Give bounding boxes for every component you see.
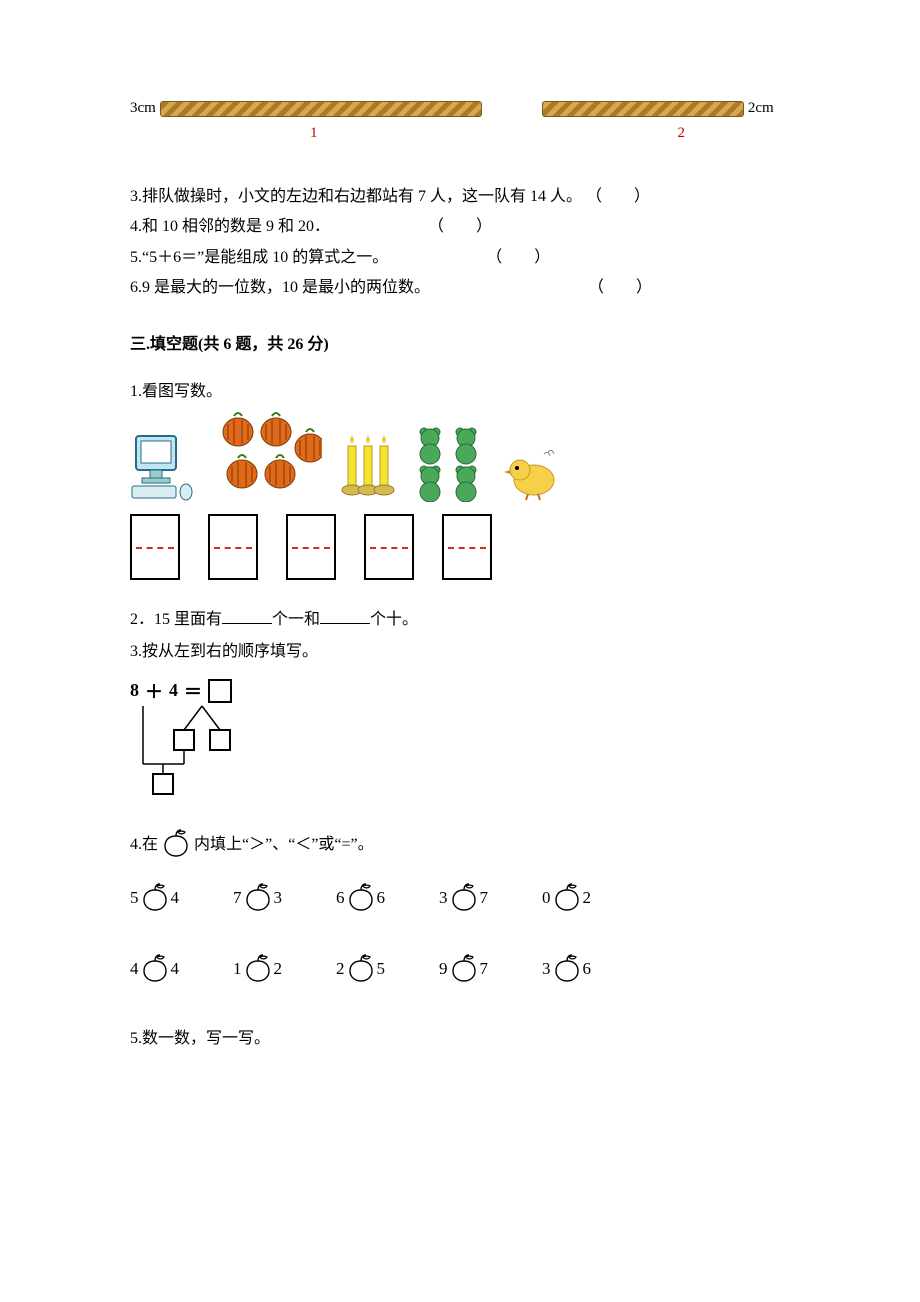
q2-before: 2．15 里面有 bbox=[130, 611, 222, 628]
tf-q4-paren[interactable]: （ ） bbox=[428, 212, 488, 242]
q2-blank-1[interactable] bbox=[222, 607, 272, 624]
rope-1 bbox=[160, 101, 482, 117]
q4-compare-cell: 6 6 bbox=[336, 881, 385, 916]
q3-eq: ＝ bbox=[184, 678, 202, 704]
bear-icon bbox=[414, 424, 486, 502]
q4-compare-cell: 0 2 bbox=[542, 881, 591, 916]
q3-a: 8 bbox=[130, 680, 139, 701]
q4-right-num: 4 bbox=[171, 959, 180, 979]
q4-intro-before: 4.在 bbox=[130, 830, 158, 854]
lantern-icon bbox=[212, 412, 322, 502]
q4-rows: 5 47 36 63 70 24 41 22 59 73 6 bbox=[130, 881, 790, 987]
answer-box[interactable] bbox=[364, 514, 414, 580]
q4-left-num: 3 bbox=[542, 959, 551, 979]
q2-mid: 个一和 bbox=[272, 611, 320, 628]
q4-left-num: 9 bbox=[439, 959, 448, 979]
tf-q6-text: 6.9 是最大的一位数，10 是最小的两位数。 bbox=[130, 279, 430, 296]
q4-left-num: 0 bbox=[542, 888, 551, 908]
tf-q5-text: 5.“5＋6＝”是能组成 10 的算式之一。 bbox=[130, 249, 388, 266]
q4-right-num: 7 bbox=[480, 959, 489, 979]
apple-icon[interactable] bbox=[141, 952, 169, 987]
rope-2-label: 2cm bbox=[748, 100, 774, 117]
q4-row: 4 41 22 59 73 6 bbox=[130, 952, 790, 987]
tf-q4-text: 4.和 10 相邻的数是 9 和 20． bbox=[130, 218, 330, 235]
apple-icon[interactable] bbox=[347, 881, 375, 916]
q4-row: 5 4 7 3 6 6 3 7 0 2 bbox=[130, 881, 790, 916]
q1-counting-images bbox=[130, 408, 790, 506]
rope-2-group: 2cm bbox=[542, 100, 774, 117]
answer-box[interactable] bbox=[286, 514, 336, 580]
q4-compare-cell: 5 4 bbox=[130, 881, 179, 916]
q4-left-num: 6 bbox=[336, 888, 345, 908]
apple-icon[interactable] bbox=[553, 881, 581, 916]
q3-diagram: 8 ＋ 4 ＝ bbox=[130, 678, 790, 799]
q4-compare-cell: 4 4 bbox=[130, 952, 179, 987]
apple-icon[interactable] bbox=[450, 952, 478, 987]
q3-split-tree bbox=[130, 704, 270, 799]
tf-q3: 3.排队做操时，小文的左边和右边都站有 7 人，这一队有 14 人。 （ ） bbox=[130, 182, 790, 212]
tf-q5-paren[interactable]: （ ） bbox=[486, 243, 546, 273]
apple-icon bbox=[162, 827, 190, 857]
rope-1-group: 3cm bbox=[130, 100, 482, 117]
q4-right-num: 6 bbox=[377, 888, 386, 908]
apple-icon[interactable] bbox=[244, 881, 272, 916]
q4-compare-cell: 3 7 bbox=[439, 881, 488, 916]
q4-right-num: 5 bbox=[377, 959, 386, 979]
q4-left-num: 5 bbox=[130, 888, 139, 908]
chick-icon bbox=[504, 448, 562, 502]
rope-2 bbox=[542, 101, 744, 117]
q4-compare-cell: 2 5 bbox=[336, 952, 385, 987]
q4-intro-after: 内填上“＞”、“＜”或“=”。 bbox=[194, 830, 374, 854]
q1-label: 1.看图写数。 bbox=[130, 376, 790, 408]
q4-compare-cell: 3 6 bbox=[542, 952, 591, 987]
q4-left-num: 3 bbox=[439, 888, 448, 908]
tf-q3-text: 3.排队做操时，小文的左边和右边都站有 7 人，这一队有 14 人。 bbox=[130, 188, 582, 205]
q4-left-num: 7 bbox=[233, 888, 242, 908]
tf-q5: 5.“5＋6＝”是能组成 10 的算式之一。 （ ） bbox=[130, 243, 790, 273]
section-3-title: 三.填空题(共 6 题，共 26 分) bbox=[130, 330, 790, 354]
q4-right-num: 2 bbox=[274, 959, 283, 979]
q4-compare-cell: 1 2 bbox=[233, 952, 282, 987]
answer-box[interactable] bbox=[130, 514, 180, 580]
q4-right-num: 4 bbox=[171, 888, 180, 908]
answer-box[interactable] bbox=[208, 514, 258, 580]
candle-icon bbox=[340, 432, 396, 502]
apple-icon[interactable] bbox=[553, 952, 581, 987]
q2-blank-2[interactable] bbox=[320, 607, 370, 624]
q4-compare-cell: 9 7 bbox=[439, 952, 488, 987]
tf-q4: 4.和 10 相邻的数是 9 和 20． （ ） bbox=[130, 212, 790, 242]
tf-q6: 6.9 是最大的一位数，10 是最小的两位数。 （ ） bbox=[130, 273, 790, 303]
q3-equation: 8 ＋ 4 ＝ bbox=[130, 678, 790, 704]
q3-op: ＋ bbox=[145, 678, 163, 704]
q3-result-box[interactable] bbox=[208, 679, 232, 703]
q4-intro: 4.在 内填上“＞”、“＜”或“=”。 bbox=[130, 827, 790, 857]
q5-label: 5.数一数，写一写。 bbox=[130, 1023, 790, 1055]
q3-label: 3.按从左到右的顺序填写。 bbox=[130, 636, 790, 668]
q2: 2．15 里面有 个一和 个十。 bbox=[130, 604, 790, 636]
q4-left-num: 4 bbox=[130, 959, 139, 979]
q4-left-num: 2 bbox=[336, 959, 345, 979]
answer-box[interactable] bbox=[442, 514, 492, 580]
apple-icon[interactable] bbox=[141, 881, 169, 916]
q4-right-num: 2 bbox=[583, 888, 592, 908]
q4-left-num: 1 bbox=[233, 959, 242, 979]
q4-right-num: 3 bbox=[274, 888, 283, 908]
apple-icon[interactable] bbox=[450, 881, 478, 916]
rope-1-label: 3cm bbox=[130, 100, 156, 117]
q2-after: 个十。 bbox=[370, 611, 418, 628]
rope-numbers: 1 2 bbox=[130, 125, 790, 142]
rope-figure: 3cm 2cm bbox=[130, 100, 790, 117]
computer-icon bbox=[130, 432, 194, 502]
apple-icon[interactable] bbox=[347, 952, 375, 987]
tf-q6-paren[interactable]: （ ） bbox=[588, 273, 648, 303]
q4-right-num: 7 bbox=[480, 888, 489, 908]
rope-num-1: 1 bbox=[310, 125, 318, 142]
q1-answer-boxes bbox=[130, 514, 790, 580]
apple-icon[interactable] bbox=[244, 952, 272, 987]
tf-q3-paren[interactable]: （ ） bbox=[586, 182, 646, 212]
q4-right-num: 6 bbox=[583, 959, 592, 979]
q3-b: 4 bbox=[169, 680, 178, 701]
q4-compare-cell: 7 3 bbox=[233, 881, 282, 916]
rope-num-2: 2 bbox=[678, 125, 686, 142]
